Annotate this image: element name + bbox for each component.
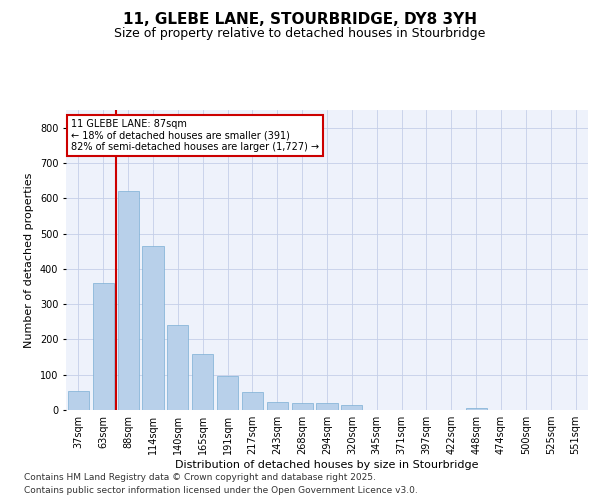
Bar (316, 403, 338, 410)
X-axis label: Distribution of detached houses by size in Stourbridge: Distribution of detached houses by size … (175, 460, 479, 470)
Bar (192, 354, 213, 410)
Text: Contains HM Land Registry data © Crown copyright and database right 2025.: Contains HM Land Registry data © Crown c… (24, 474, 376, 482)
Text: 11, GLEBE LANE, STOURBRIDGE, DY8 3YH: 11, GLEBE LANE, STOURBRIDGE, DY8 3YH (123, 12, 477, 28)
Bar (118, 191, 139, 410)
Bar (142, 246, 164, 410)
Text: Contains public sector information licensed under the Open Government Licence v3: Contains public sector information licen… (24, 486, 418, 495)
Bar (68, 390, 89, 410)
Y-axis label: Number of detached properties: Number of detached properties (25, 172, 34, 348)
Text: Size of property relative to detached houses in Stourbridge: Size of property relative to detached ho… (115, 28, 485, 40)
Bar (267, 402, 288, 410)
Bar (466, 408, 487, 410)
Text: 11 GLEBE LANE: 87sqm
← 18% of detached houses are smaller (391)
82% of semi-deta: 11 GLEBE LANE: 87sqm ← 18% of detached h… (71, 119, 319, 152)
Bar (217, 376, 238, 410)
Bar (242, 392, 263, 410)
Bar (93, 283, 114, 410)
Bar (167, 326, 188, 410)
Bar (341, 405, 362, 410)
Bar (292, 403, 313, 410)
